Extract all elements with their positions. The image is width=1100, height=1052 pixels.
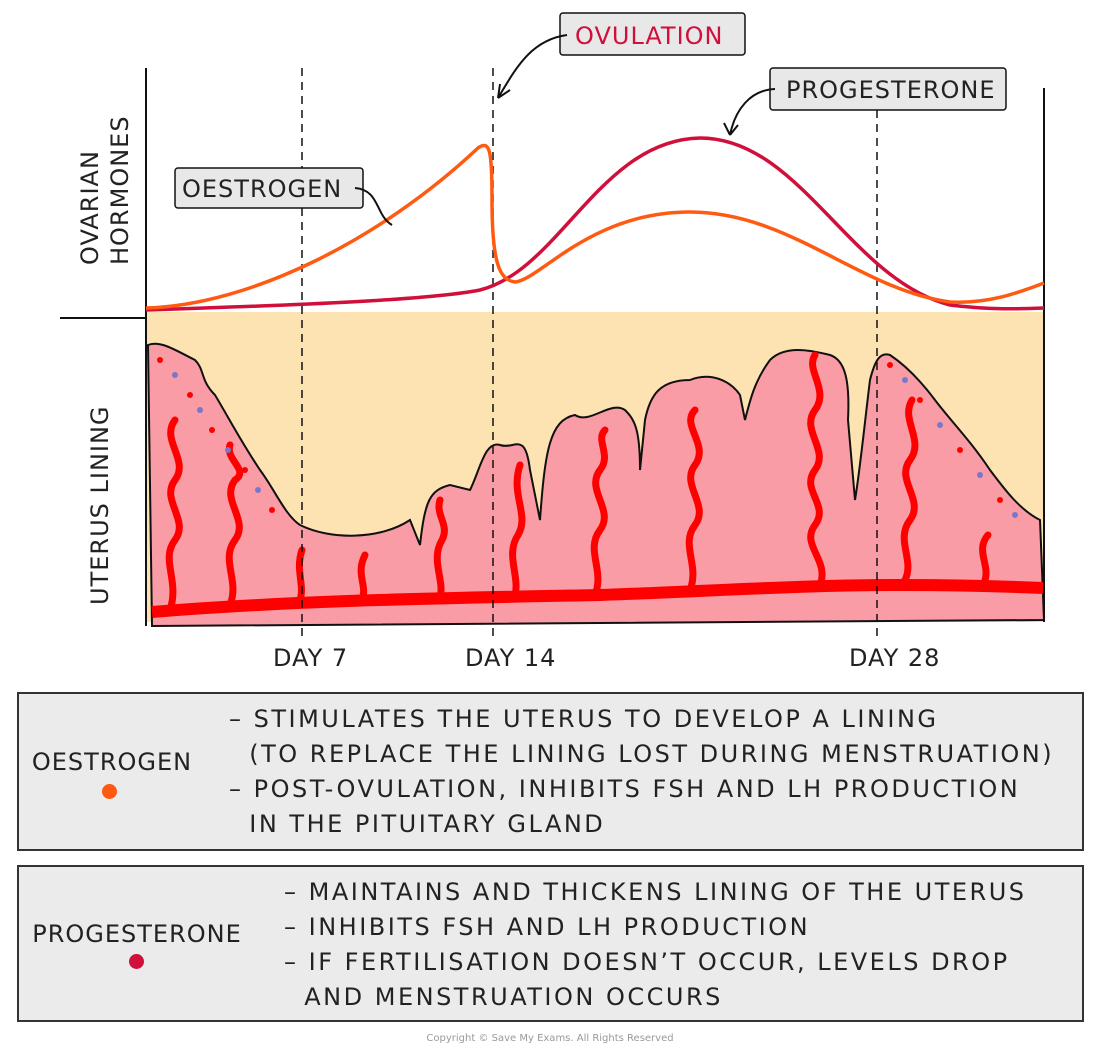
copyright: Copyright © Save My Exams. All Rights Re… xyxy=(426,1033,674,1044)
day-14-label: DAY 14 xyxy=(465,644,556,672)
oestrogen-callout: OESTROGEN xyxy=(174,167,393,226)
shed-cells xyxy=(157,357,1018,518)
oestrogen-name: OESTROGEN xyxy=(31,748,193,776)
day-28-label: DAY 28 xyxy=(849,644,940,672)
axis-label-top-1: OVARIAN xyxy=(76,150,104,265)
progesterone-callout: PROGESTERONE xyxy=(723,67,1007,136)
hormone-lining-graph: OVARIAN HORMONES UTERUS LINING DAY 7 DAY… xyxy=(60,12,1046,672)
progesterone-name: PROGESTERONE xyxy=(32,920,242,948)
blood-vessel-base xyxy=(151,579,1045,618)
axis-label-bottom: UTERUS LINING xyxy=(86,405,114,605)
oestrogen-info-box: OESTROGEN – STIMULATES THE UTERUS TO DEV… xyxy=(17,692,1084,851)
svg-text:PROGESTERONE: PROGESTERONE xyxy=(786,76,996,104)
progesterone-effects: – MAINTAINS AND THICKENS LINING OF THE U… xyxy=(284,878,1027,1011)
progesterone-curve xyxy=(145,136,1045,312)
svg-text:OESTROGEN: OESTROGEN xyxy=(182,175,342,203)
svg-text:OVULATION: OVULATION xyxy=(575,22,724,50)
oestrogen-color-dot xyxy=(102,784,117,799)
oestrogen-curve xyxy=(145,143,1045,310)
axis-label-top-2: HORMONES xyxy=(106,115,134,265)
spiral-arteries xyxy=(165,351,992,614)
day-markers xyxy=(301,68,878,640)
day-7-label: DAY 7 xyxy=(273,644,348,672)
ovulation-callout: OVULATION xyxy=(497,12,746,99)
oestrogen-effects: – STIMULATES THE UTERUS TO DEVELOP A LIN… xyxy=(229,705,1055,838)
progesterone-color-dot xyxy=(129,954,144,969)
progesterone-info-box: PROGESTERONE – MAINTAINS AND THICKENS LI… xyxy=(17,865,1084,1022)
